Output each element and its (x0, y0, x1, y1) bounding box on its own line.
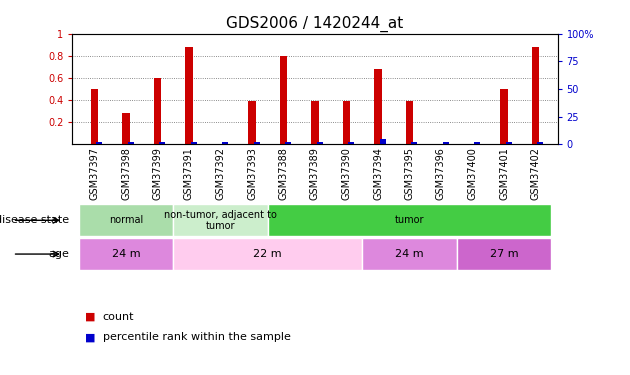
Title: GDS2006 / 1420244_at: GDS2006 / 1420244_at (226, 16, 404, 32)
Bar (380, 139, 386, 144)
Bar (457, 238, 551, 270)
Bar (222, 142, 228, 144)
Bar (280, 56, 287, 144)
Text: 27 m: 27 m (490, 249, 518, 259)
Text: 24 m: 24 m (112, 249, 140, 259)
Bar (173, 204, 268, 236)
Bar (79, 238, 173, 270)
Text: percentile rank within the sample: percentile rank within the sample (103, 333, 290, 342)
Bar (348, 142, 354, 144)
Bar (362, 238, 457, 270)
Bar (248, 101, 256, 144)
Bar (79, 204, 173, 236)
Bar (532, 47, 539, 144)
Bar (285, 142, 291, 144)
Bar (185, 47, 193, 144)
Bar (173, 238, 362, 270)
Bar (443, 142, 449, 144)
Text: 24 m: 24 m (395, 249, 424, 259)
Text: non-tumor, adjacent to
tumor: non-tumor, adjacent to tumor (164, 210, 277, 231)
Bar (343, 101, 350, 144)
Text: normal: normal (109, 215, 143, 225)
Text: 22 m: 22 m (253, 249, 282, 259)
Bar (96, 142, 102, 144)
Bar (317, 142, 323, 144)
Bar (500, 89, 508, 144)
Text: disease state: disease state (0, 215, 69, 225)
Bar (128, 142, 134, 144)
Text: age: age (49, 249, 69, 259)
Text: ■: ■ (85, 312, 96, 322)
Bar (406, 101, 413, 144)
Bar (254, 142, 260, 144)
Bar (537, 142, 543, 144)
Text: count: count (103, 312, 134, 322)
Bar (159, 142, 165, 144)
Bar (506, 142, 512, 144)
Bar (91, 89, 98, 144)
Text: tumor: tumor (395, 215, 424, 225)
Bar (122, 113, 130, 144)
Text: ■: ■ (85, 333, 96, 342)
Bar (191, 142, 197, 144)
Bar (311, 101, 319, 144)
Bar (474, 142, 480, 144)
Bar (268, 204, 551, 236)
Bar (154, 78, 161, 144)
Bar (374, 69, 382, 144)
Bar (411, 142, 417, 144)
